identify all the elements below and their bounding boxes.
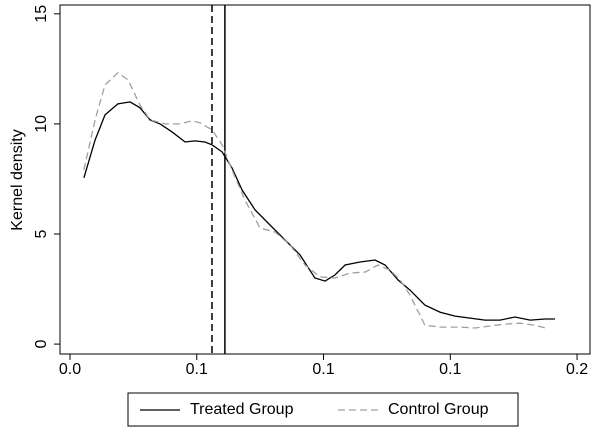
legend-label: Treated Group	[190, 401, 294, 418]
series-line	[83, 71, 546, 329]
y-tick-label: 5	[33, 229, 50, 238]
x-tick-label: 0.1	[439, 361, 461, 378]
y-axis-label: Kernel density	[9, 129, 26, 230]
x-tick-label: 0.1	[312, 361, 334, 378]
series-line	[83, 101, 555, 321]
legend-label: Control Group	[388, 401, 489, 418]
x-tick-label: 0.2	[566, 361, 588, 378]
x-tick-label: 0.0	[59, 361, 81, 378]
y-tick-label: 15	[33, 5, 50, 23]
x-tick-label: 0.1	[186, 361, 208, 378]
y-tick-label: 0	[33, 340, 50, 349]
y-tick-label: 10	[33, 115, 50, 133]
legend-box	[127, 392, 519, 427]
plot-frame	[59, 4, 591, 355]
